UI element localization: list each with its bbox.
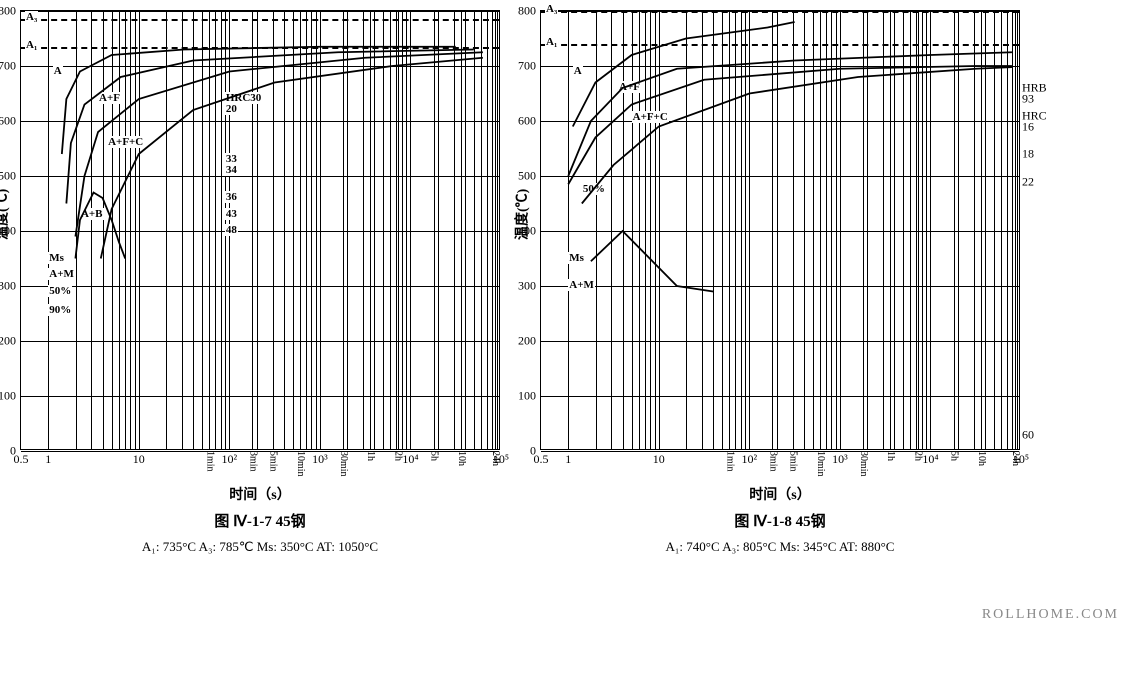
y-tick: 500 [518,169,536,184]
x-tick: 1 [45,452,51,467]
time-ref: 5h [949,451,960,461]
y-tick: 600 [518,114,536,129]
ref-line-label: A₃ [545,3,558,15]
x-tick: 10 [133,452,145,467]
chart-params: A₁: 740°C A₃: 805°C Ms: 345°C AT: 880°C [540,539,1020,555]
annotation: Ms [48,252,65,264]
annotation: A [573,65,583,77]
time-ref: 3min [247,451,258,472]
annotation: A [53,65,63,77]
time-ref: 10h [456,451,467,466]
annotation: A+M [568,279,595,291]
annotation: A+F [98,92,121,104]
annotation: 50% [48,285,72,297]
annotation: A+F+C [107,136,144,148]
y-tick: 700 [518,59,536,74]
x-axis-label: 时间（s） [229,484,290,504]
time-ref: 2h [913,451,924,461]
y-tick: 400 [518,224,536,239]
time-ref: 10min [295,451,306,477]
time-ref: 1min [724,451,735,472]
x-tick: 10² [742,452,758,467]
annotation: A+F [618,81,641,93]
time-ref: 5min [788,451,799,472]
time-ref: 5h [429,451,440,461]
x-tick: 0.5 [534,452,549,467]
time-ref: 10h [976,451,987,466]
watermark: ROLLHOME.COM [982,607,1119,623]
chart-caption: 图 Ⅳ-1-7 45钢 [20,510,500,531]
time-ref: 5min [268,451,279,472]
x-tick: 10³ [312,452,328,467]
time-ref: 24h [490,451,501,466]
x-tick: 10² [222,452,238,467]
y-tick: 100 [0,389,16,404]
y-tick: 500 [0,169,16,184]
y-tick: 800 [518,4,536,19]
annotation: 90% [48,304,72,316]
annotation: 50% [582,183,606,195]
y-tick: 700 [0,59,16,74]
annotation: 43 [225,208,238,220]
y-tick: 300 [0,279,16,294]
chart-left: 温度(℃) 时间（s） 01002003004005006007008000.5… [20,10,500,555]
right-label: 16 [1022,119,1034,134]
x-tick: 10⁴ [402,452,418,467]
right-label: 93 [1022,92,1034,107]
x-tick: 0.5 [14,452,29,467]
ref-line-label: A₃ [25,11,38,23]
y-tick: 300 [518,279,536,294]
chart-params: A₁: 735°C A₃: 785℃ Ms: 350°C AT: 1050°C [20,539,500,555]
right-label: 18 [1022,147,1034,162]
ref-line-label: A₁ [25,39,38,51]
annotation: A+M [48,268,75,280]
chart-right: 温度(℃) 时间（s） 01002003004005006007008000.5… [540,10,1020,555]
plot-area-2: 温度(℃) 时间（s） 01002003004005006007008000.5… [540,10,1020,450]
time-ref: 30min [858,451,869,477]
y-tick: 600 [0,114,16,129]
right-label: 60 [1022,427,1034,442]
time-ref: 1h [365,451,376,461]
annotation: Ms [568,252,585,264]
annotation: 48 [225,224,238,236]
y-tick: 400 [0,224,16,239]
plot-area-1: 温度(℃) 时间（s） 01002003004005006007008000.5… [20,10,500,450]
x-tick: 10 [653,452,665,467]
right-label: 22 [1022,174,1034,189]
annotation: 36 [225,191,238,203]
y-tick: 200 [518,334,536,349]
annotation: A+B [80,208,104,220]
y-tick: 200 [0,334,16,349]
time-ref: 2h [393,451,404,461]
annotation: 34 [225,164,238,176]
ref-line-label: A₁ [545,36,558,48]
time-ref: 24h [1010,451,1021,466]
x-axis-label: 时间（s） [749,484,810,504]
time-ref: 1min [204,451,215,472]
time-ref: 1h [885,451,896,461]
time-ref: 3min [767,451,778,472]
annotation: 20 [225,103,238,115]
x-tick: 1 [565,452,571,467]
annotation: A+F+C [632,111,669,123]
chart-caption: 图 Ⅳ-1-8 45钢 [540,510,1020,531]
x-tick: 10³ [832,452,848,467]
time-ref: 30min [338,451,349,477]
x-tick: 10⁴ [922,452,938,467]
y-tick: 100 [518,389,536,404]
y-tick: 800 [0,4,16,19]
time-ref: 10min [815,451,826,477]
